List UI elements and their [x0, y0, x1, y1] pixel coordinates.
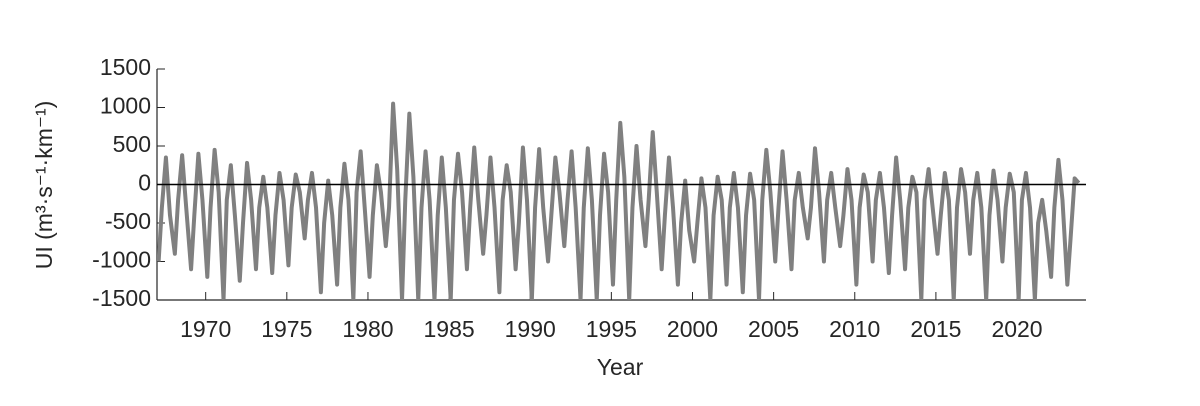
data-line	[157, 101, 1081, 300]
y-tick-label: -1500	[92, 285, 151, 311]
x-tick-label: 2010	[829, 316, 880, 342]
y-tick-label: 500	[113, 131, 151, 157]
y-tick-label: 1500	[100, 54, 151, 80]
y-tick-label: -500	[105, 208, 151, 234]
x-tick-label: 1985	[424, 316, 475, 342]
x-tick-label: 1970	[180, 316, 231, 342]
x-tick-label: 1995	[586, 316, 637, 342]
x-tick-label: 2015	[910, 316, 961, 342]
y-tick-label: 0	[138, 170, 151, 196]
x-tick-label: 1975	[261, 316, 312, 342]
x-tick-label: 2000	[667, 316, 718, 342]
x-tick-label: 2005	[748, 316, 799, 342]
y-tick-label: 1000	[100, 93, 151, 119]
x-tick-label: 1990	[505, 316, 556, 342]
plot-area	[157, 101, 1081, 300]
x-tick-label: 2020	[991, 316, 1042, 342]
y-axis-label: UI (m³·s⁻¹·km⁻¹)	[31, 101, 57, 270]
x-axis-label: Year	[597, 354, 644, 380]
y-tick-label: -1000	[92, 247, 151, 273]
x-tick-label: 1980	[342, 316, 393, 342]
